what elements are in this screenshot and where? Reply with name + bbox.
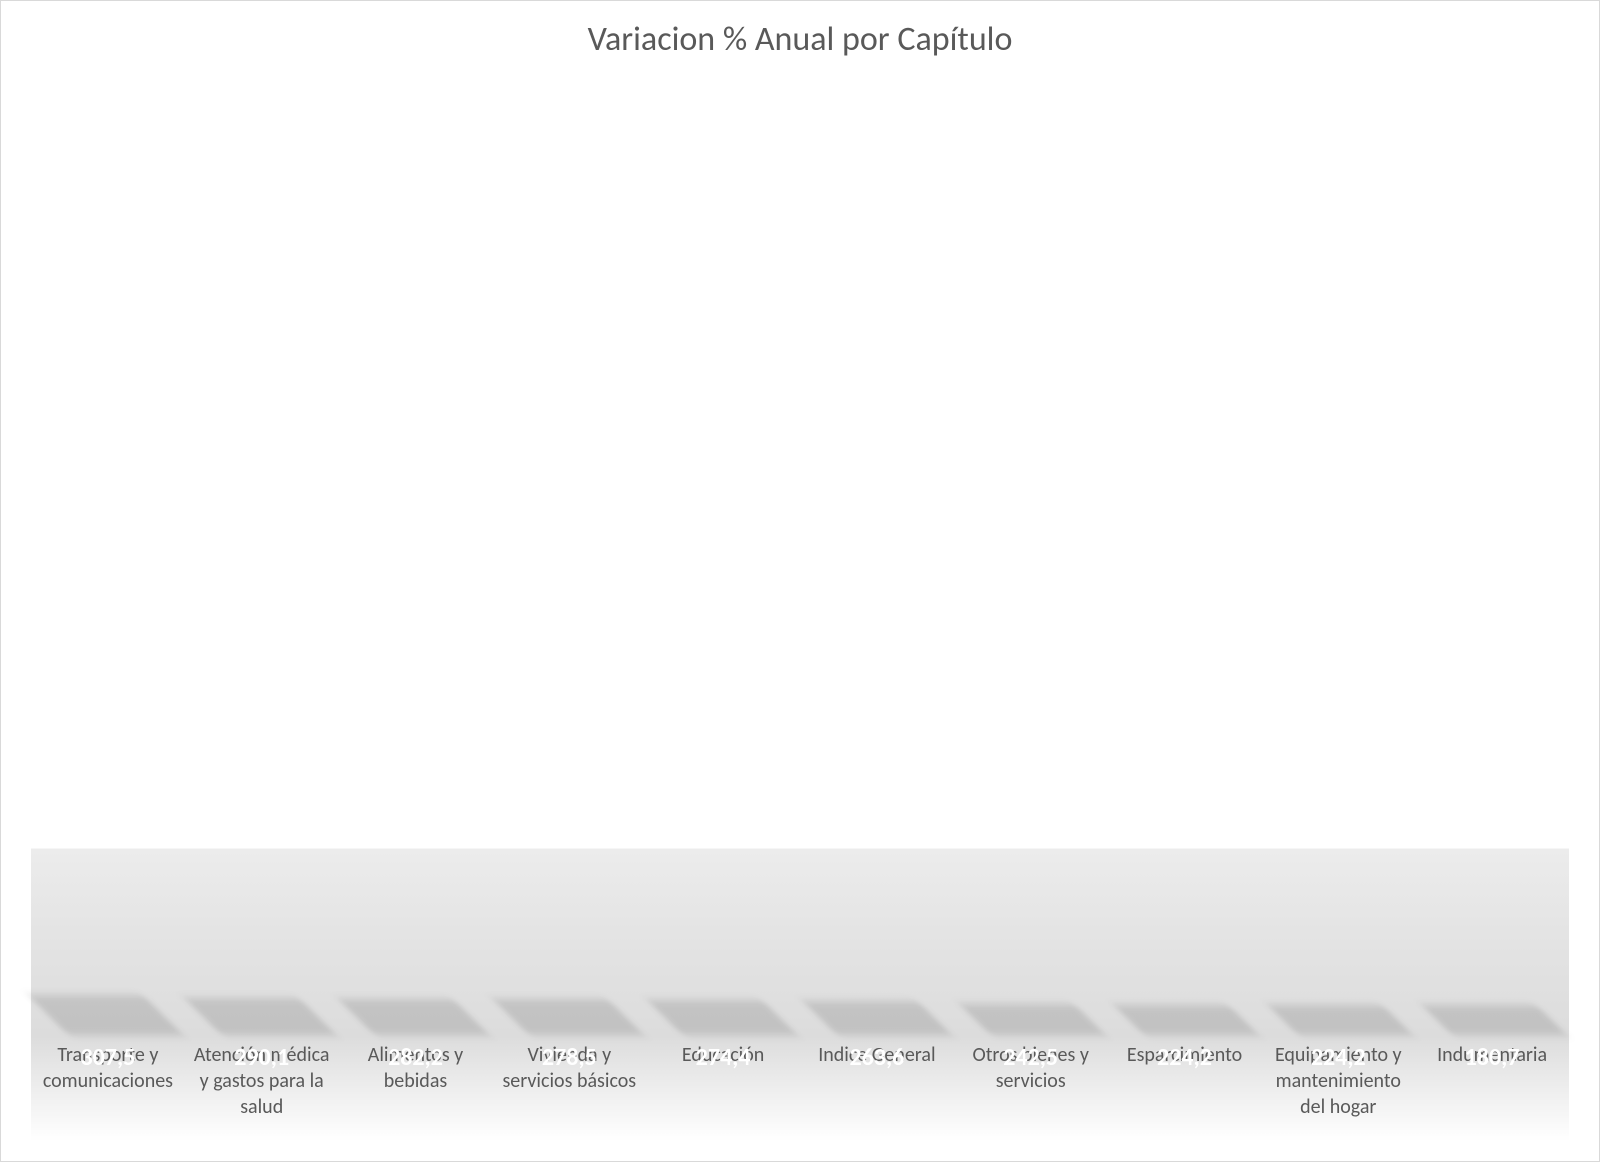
bar-value-label: 224,2: [1286, 1043, 1391, 1072]
bar-shadow: [184, 998, 337, 1035]
chart-container: Variacion % Anual por Capítulo 307,5 290,…: [0, 0, 1600, 1162]
bar-shadow: [1422, 1005, 1567, 1035]
bar-value-label: 242,5: [978, 1043, 1083, 1072]
bar-shadow: [647, 1000, 798, 1035]
bar-shadow: [1114, 1005, 1259, 1035]
plot-area: 307,5 290,1 282,2 278,5 274,4 263,6 242,5 224,2…: [31, 96, 1569, 1141]
bar-value-label: 282,2: [363, 1043, 468, 1072]
bar-value-label: 307,5: [56, 1043, 161, 1072]
bar-shadow: [28, 995, 183, 1035]
bar-value-label: 180,7: [1440, 1043, 1545, 1072]
bar-shadow: [339, 999, 491, 1035]
bar-shadow: [803, 1001, 952, 1035]
bar-value-label: 290,1: [209, 1043, 314, 1072]
bar-value-label: 224,2: [1132, 1043, 1237, 1072]
bar-value-label: 263,6: [825, 1043, 930, 1072]
bar-value-label: 274,4: [671, 1043, 776, 1072]
chart-title: Variacion % Anual por Capítulo: [1, 1, 1599, 60]
bars-row: 307,5290,1282,2278,5274,4263,6242,5224,2…: [31, 96, 1569, 1031]
bar-shadow: [493, 999, 644, 1035]
bar-shadow: [1268, 1005, 1413, 1035]
bar-shadow: [959, 1004, 1106, 1035]
bar-value-label: 278,5: [517, 1043, 622, 1072]
